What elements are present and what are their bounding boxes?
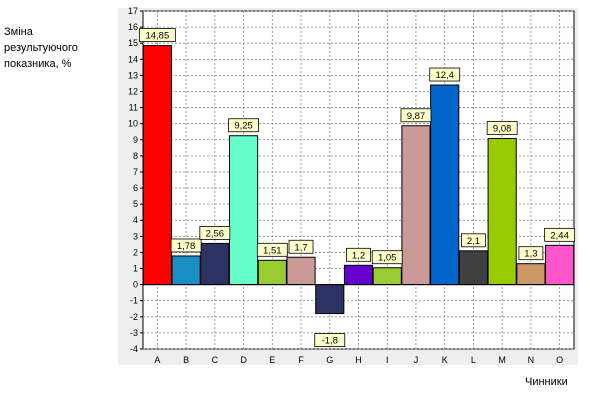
bar-H (343, 264, 374, 286)
x-tick-label: N (528, 355, 535, 365)
y-tick-label: 7 (133, 167, 138, 177)
data-label-box (461, 233, 486, 248)
x-tick-label: M (498, 355, 506, 365)
x-tick-label: J (414, 355, 419, 365)
y-tick-label: 14 (128, 54, 138, 64)
data-label-box (371, 250, 403, 265)
x-tick-label: H (355, 355, 362, 365)
bar-N (516, 263, 546, 286)
y-tick-label: -2 (130, 312, 138, 322)
bar-G (315, 284, 345, 315)
bar-E (257, 259, 287, 286)
y-tick-label: 5 (133, 199, 138, 209)
data-label-box (170, 238, 202, 253)
y-tick-label: -3 (130, 328, 138, 338)
x-tick-label: B (183, 355, 189, 365)
x-tick-label: K (442, 355, 448, 365)
data-label-O: 2,44 (550, 230, 569, 241)
x-tick-label: E (269, 355, 275, 365)
y-tick-label: 8 (133, 151, 138, 161)
x-tick-label: D (240, 355, 247, 365)
data-label-M: 9,08 (493, 123, 512, 134)
y-tick-label: 11 (129, 103, 138, 113)
y-tick-label: 17 (128, 6, 138, 16)
data-label-box (346, 247, 371, 262)
data-label-box (400, 108, 432, 123)
bar-K (430, 84, 460, 286)
y-tick-label: 1 (133, 264, 138, 274)
data-labels: 14,85 1,78 2,56 9,25 1,51 1,7 -1,8 1,2 1,05 9,87 1… (138, 28, 576, 347)
data-label-K: 12,4 (435, 70, 454, 81)
y-tick-label: -4 (130, 344, 138, 354)
y-tick-label: 6 (133, 183, 138, 193)
x-axis-title: Чинники (525, 376, 568, 388)
bar-F (286, 256, 316, 286)
y-tick-label: 4 (133, 215, 138, 225)
data-label-box (486, 121, 518, 135)
bar-B (171, 255, 201, 286)
bar-M (487, 137, 517, 286)
data-label-A: 14,85 (145, 31, 169, 42)
bar-J (401, 125, 431, 286)
data-label-box (199, 226, 231, 240)
data-label-G: -1,8 (322, 336, 338, 347)
y-tick-label: 13 (128, 70, 138, 80)
data-label-box (518, 246, 544, 261)
y-tick-label: 2 (133, 247, 138, 257)
data-label-H: 1,2 (352, 250, 365, 261)
bar-A (142, 45, 172, 286)
x-tick-label: C (212, 355, 219, 365)
bar-I (372, 267, 402, 286)
data-label-C: 2,56 (206, 228, 225, 239)
data-label-E: 1,51 (263, 245, 282, 256)
data-label-N: 1,3 (524, 249, 537, 260)
data-label-D: 9,25 (234, 121, 253, 132)
y-tick-label: 9 (133, 135, 138, 145)
data-label-box (288, 239, 314, 254)
data-label-box (314, 333, 346, 347)
data-label-L: 2,1 (467, 236, 480, 247)
bar-D (228, 135, 259, 286)
bar-C (200, 242, 230, 286)
data-label-J: 9,87 (407, 111, 426, 122)
x-tick-label: F (298, 355, 304, 365)
x-tick-label: I (386, 355, 389, 365)
data-label-B: 1,78 (177, 241, 196, 252)
y-axis-title: Зміна результуючого показника, % (4, 26, 78, 70)
data-label-box (228, 118, 259, 133)
y-tick-label: 0 (133, 280, 138, 290)
bar-O (545, 244, 575, 286)
bar-L (458, 250, 489, 286)
y-tick-label: 3 (133, 231, 138, 241)
data-label-I: 1,05 (378, 253, 397, 264)
y-tick-label: 10 (128, 119, 138, 129)
data-label-box (138, 28, 176, 43)
y-tick-label: 16 (128, 22, 138, 32)
data-label-box (429, 67, 461, 82)
bars (142, 45, 575, 315)
y-tick-label: 15 (128, 38, 138, 48)
x-tick-label: A (154, 355, 160, 365)
x-tick-label: O (556, 355, 563, 365)
y-tick-label: -1 (130, 296, 138, 306)
data-label-box (544, 227, 576, 242)
data-label-F: 1,7 (294, 242, 307, 253)
x-tick-label: G (326, 355, 333, 365)
data-label-box (256, 242, 288, 257)
y-tick-label: 12 (128, 86, 138, 96)
x-tick-label: L (471, 355, 476, 365)
